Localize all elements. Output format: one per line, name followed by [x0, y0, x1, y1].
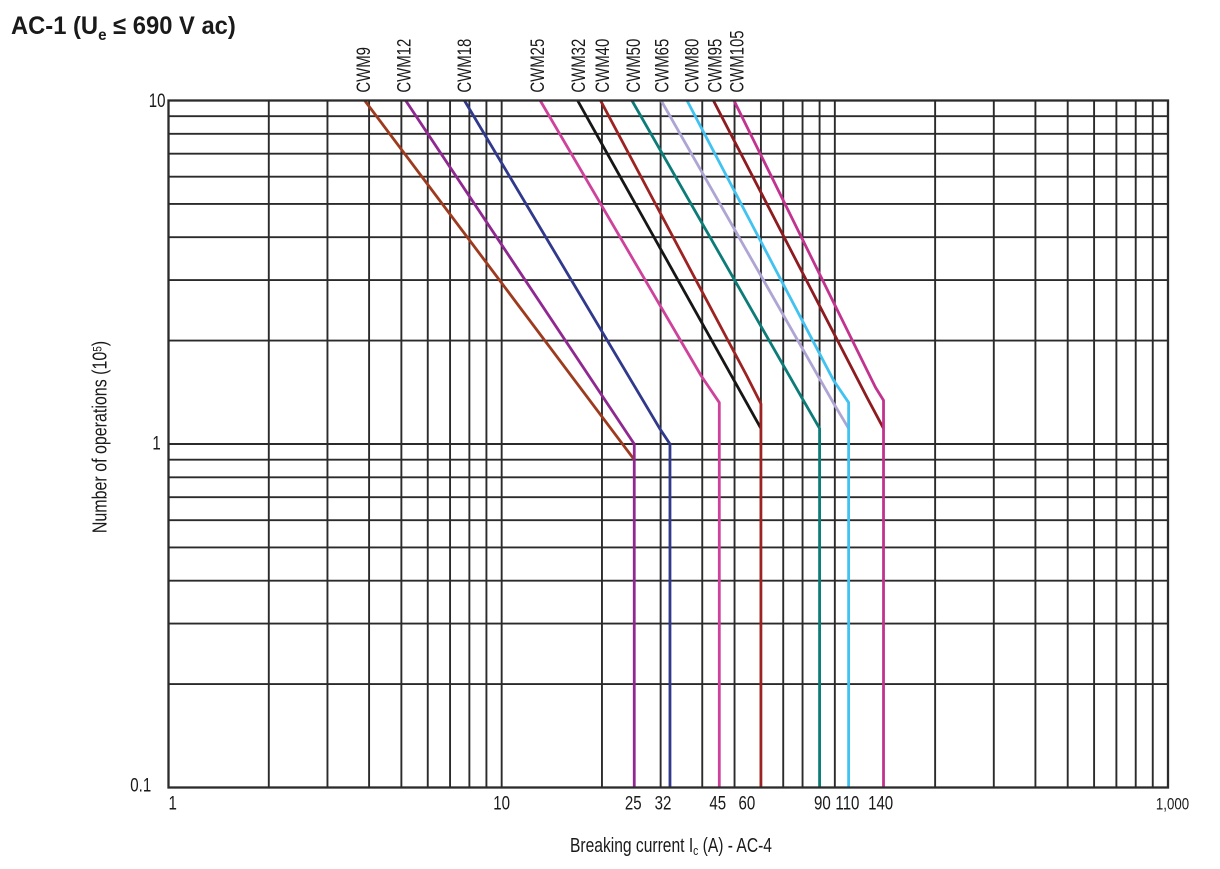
- series-CWM105: [732, 99, 885, 788]
- series-label-CWM80: CWM80: [680, 39, 702, 93]
- series-CWM40: [599, 99, 763, 788]
- x-tick-label: 1: [169, 791, 177, 813]
- series-CWM9: [363, 99, 636, 461]
- series-label-CWM50: CWM50: [622, 39, 644, 93]
- series-label-CWM12: CWM12: [392, 39, 414, 93]
- series-label-CWM40: CWM40: [591, 39, 613, 93]
- x-axis-title-subscript: c: [693, 843, 699, 859]
- series-CWM25: [538, 99, 721, 788]
- series-CWM12: [404, 99, 636, 788]
- y-axis-title-prefix: Number of operations (10: [89, 351, 112, 534]
- x-tick-label: 60: [739, 791, 756, 813]
- series-CWM95: [712, 99, 885, 430]
- plot-border: [167, 99, 1170, 789]
- x-tick-label: 32: [655, 791, 672, 813]
- x-axis-title-suffix: (A) - AC-4: [698, 834, 772, 857]
- series-CWM50: [630, 99, 821, 788]
- chart-title-subscript: e: [98, 27, 107, 45]
- y-axis-title: Number of operations (105): [90, 341, 113, 533]
- x-tick-label: 1,000: [1156, 795, 1189, 814]
- chart-title: AC-1 (Ue ≤ 690 V ac): [11, 12, 236, 45]
- x-axis-title: Breaking current Ic (A) - AC-4: [570, 835, 772, 858]
- x-tick-label: 110: [835, 791, 859, 813]
- x-tick-label: 25: [625, 791, 642, 813]
- y-tick-label: 0.1: [130, 774, 151, 796]
- x-axis-title-prefix: Breaking current I: [570, 834, 694, 857]
- x-tick-label: 45: [709, 791, 726, 813]
- y-axis-title-superscript: 5: [90, 346, 105, 352]
- x-tick-label: 140: [868, 791, 893, 813]
- y-tick-label: 1: [152, 432, 160, 454]
- series-CWM65: [659, 99, 850, 430]
- chart-title-prefix: AC-1 (U: [11, 12, 99, 40]
- chart-title-suffix: ≤ 690 V ac): [106, 12, 236, 40]
- series-label-CWM105: CWM105: [726, 30, 748, 92]
- x-tick-label: 90: [814, 791, 831, 813]
- y-tick-label: 10: [149, 89, 166, 111]
- x-tick-label: 10: [493, 791, 510, 813]
- series-label-CWM95: CWM95: [703, 39, 725, 93]
- series-CWM32: [576, 99, 763, 430]
- series-CWM80: [685, 99, 851, 788]
- series-label-CWM65: CWM65: [651, 39, 673, 93]
- series-label-CWM25: CWM25: [526, 39, 548, 93]
- series-label-CWM18: CWM18: [453, 39, 475, 93]
- series-CWM18: [463, 99, 672, 788]
- series-label-CWM9: CWM9: [352, 47, 374, 93]
- series-label-CWM32: CWM32: [567, 39, 589, 93]
